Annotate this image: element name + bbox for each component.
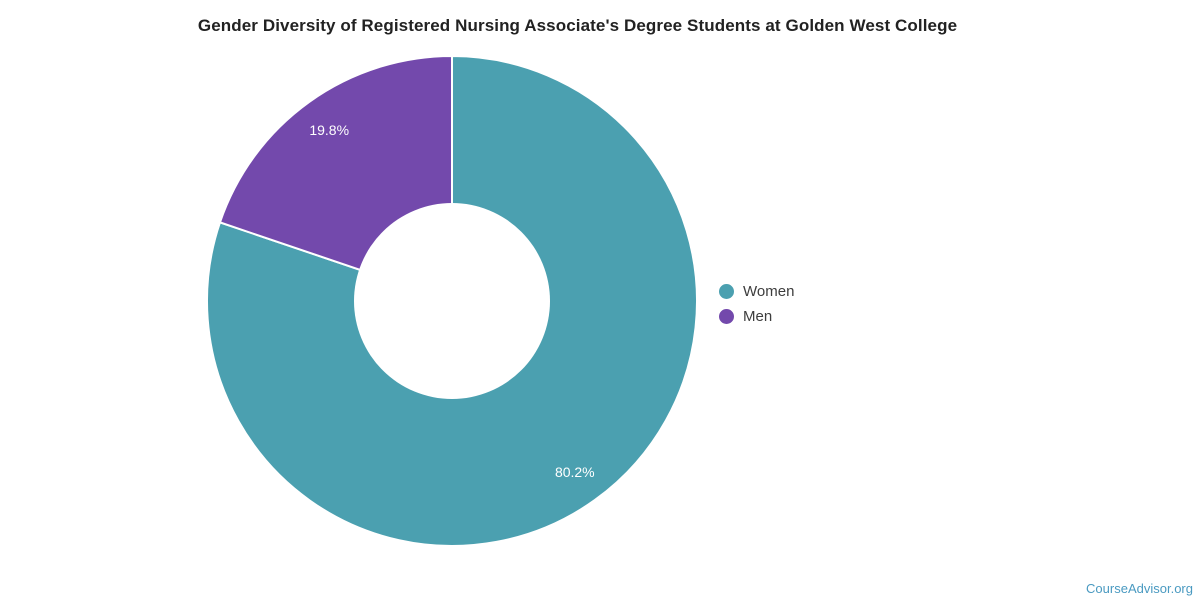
- legend-item-women[interactable]: Women: [719, 279, 794, 304]
- legend-marker-women-icon: [719, 284, 734, 299]
- attribution-link[interactable]: CourseAdvisor.org: [1086, 581, 1193, 596]
- legend-label-women: Women: [743, 283, 795, 300]
- legend: Women Men: [719, 279, 794, 329]
- legend-item-men[interactable]: Men: [719, 304, 794, 329]
- slice-percentage-label-women: 80.2%: [555, 464, 595, 480]
- chart-title: Gender Diversity of Registered Nursing A…: [197, 16, 958, 35]
- pie-slice-women[interactable]: [206, 54, 698, 547]
- legend-label-men: Men: [743, 308, 773, 325]
- legend-marker-men-icon: [719, 309, 734, 324]
- donut-hole: [354, 203, 550, 399]
- slice-percentage-label-men: 19.8%: [309, 122, 349, 138]
